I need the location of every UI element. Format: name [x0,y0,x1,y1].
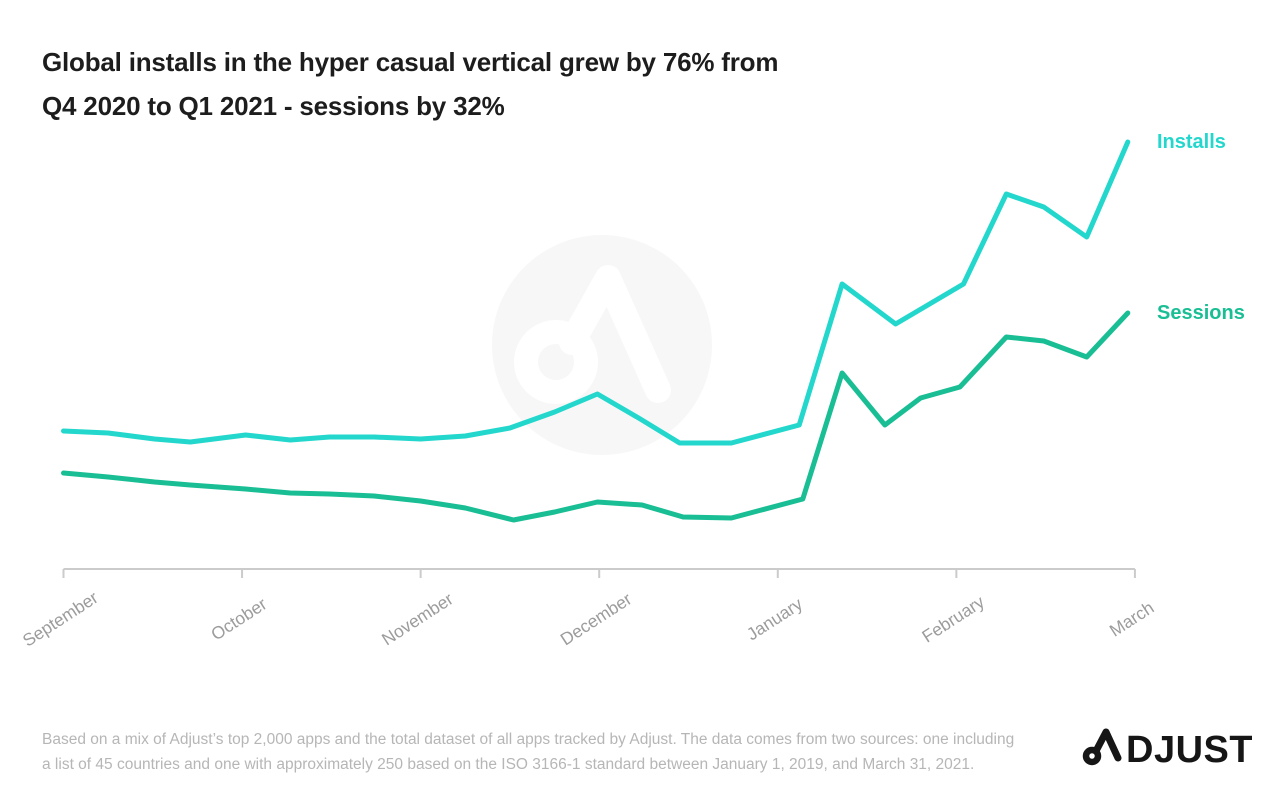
legend-sessions-label: Sessions [1157,302,1245,324]
sessions-line [61,310,1131,523]
chart-title-line1: Global installs in the hyper casual vert… [42,47,779,77]
x-axis-label-march: March [1106,597,1158,640]
source-footnote-line2: a list of 45 countries and one with appr… [42,756,975,773]
adjust-watermark-icon [492,235,712,455]
adjust-wordmark-text: DJUST [1126,729,1252,771]
x-axis-label-february: February [918,591,988,646]
installs-line [61,139,1131,446]
x-axis-labels: September October November December January F… [19,587,1158,650]
watermark-caret [559,265,671,403]
x-axis-label-december: December [557,589,636,650]
x-axis-label-january: January [743,593,806,644]
x-axis-label-september: September [19,587,102,650]
source-footnote: Based on a mix of Adjust’s top 2,000 app… [42,727,1014,777]
legend-installs-label: Installs [1157,131,1226,153]
x-axis-label-october: October [207,594,270,645]
x-axis [62,568,1136,578]
data-series [61,139,1131,523]
chart-title: Global installs in the hyper casual vert… [42,40,778,128]
x-axis-label-november: November [378,589,457,650]
adjust-logo: DJUST [1082,728,1252,771]
source-footnote-line1: Based on a mix of Adjust’s top 2,000 app… [42,731,1015,748]
watermark-loop [514,320,598,404]
adjust-a-icon [1082,728,1122,766]
chart-title-line2: Q4 2020 to Q1 2021 - sessions by 32% [42,91,505,121]
